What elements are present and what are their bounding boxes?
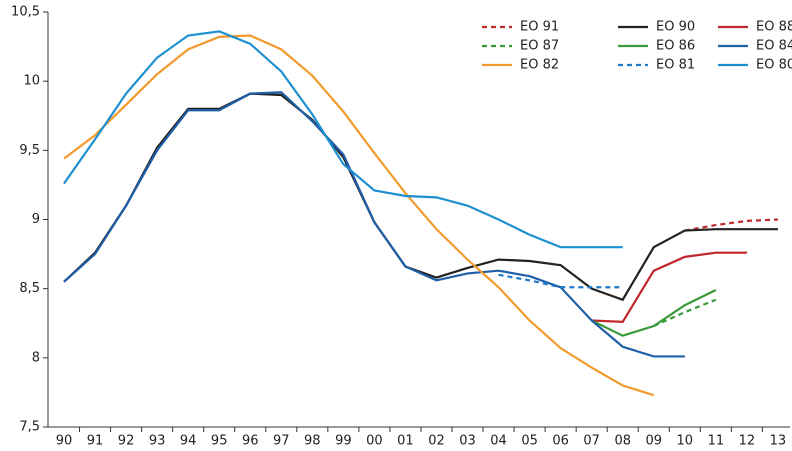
y-tick-label: 7,5 xyxy=(19,420,40,435)
x-tick-label: 93 xyxy=(149,434,166,449)
series-line xyxy=(63,30,623,249)
legend-label: EO 91 xyxy=(520,20,559,35)
legend-label: EO 90 xyxy=(656,20,695,35)
legend-label: EO 81 xyxy=(656,58,695,73)
y-tick-label: 8 xyxy=(32,350,40,365)
series-line xyxy=(591,251,747,323)
x-tick-label: 13 xyxy=(770,434,787,449)
x-tick-label: 00 xyxy=(366,434,383,449)
y-tick-label: 8,5 xyxy=(19,281,40,296)
x-tick-label: 96 xyxy=(242,434,259,449)
legend-label: EO 80 xyxy=(756,58,792,73)
series-line xyxy=(498,273,623,289)
x-tick-label: 97 xyxy=(273,434,290,449)
y-tick-label: 9,5 xyxy=(19,143,40,158)
x-tick-label: 02 xyxy=(428,434,445,449)
x-tick-label: 09 xyxy=(645,434,662,449)
y-tick-label: 10 xyxy=(23,74,40,89)
y-tick-label: 9 xyxy=(32,212,40,227)
x-tick-label: 98 xyxy=(304,434,321,449)
x-tick-label: 07 xyxy=(583,434,600,449)
x-tick-label: 92 xyxy=(118,434,135,449)
x-tick-label: 06 xyxy=(552,434,569,449)
x-tick-label: 11 xyxy=(708,434,725,449)
x-tick-label: 90 xyxy=(56,434,73,449)
legend-label: EO 87 xyxy=(520,39,559,54)
series-line xyxy=(684,218,778,232)
y-tick-label: 10,5 xyxy=(11,5,40,20)
x-tick-label: 91 xyxy=(87,434,104,449)
series-line xyxy=(591,289,717,337)
x-tick-label: 99 xyxy=(335,434,352,449)
x-tick-label: 12 xyxy=(739,434,756,449)
series-line xyxy=(63,34,655,397)
x-tick-label: 94 xyxy=(180,434,197,449)
series-line xyxy=(653,298,717,328)
x-tick-label: 05 xyxy=(521,434,538,449)
x-tick-label: 03 xyxy=(459,434,476,449)
x-tick-label: 01 xyxy=(397,434,414,449)
x-tick-label: 10 xyxy=(677,434,694,449)
x-tick-label: 04 xyxy=(490,434,507,449)
x-tick-label: 95 xyxy=(211,434,228,449)
legend-label: EO 84 xyxy=(756,39,792,54)
x-tick-label: 08 xyxy=(614,434,631,449)
legend-label: EO 88 xyxy=(756,20,792,35)
legend-label: EO 82 xyxy=(520,58,559,73)
series-line xyxy=(63,91,685,358)
legend-label: EO 86 xyxy=(656,39,695,54)
